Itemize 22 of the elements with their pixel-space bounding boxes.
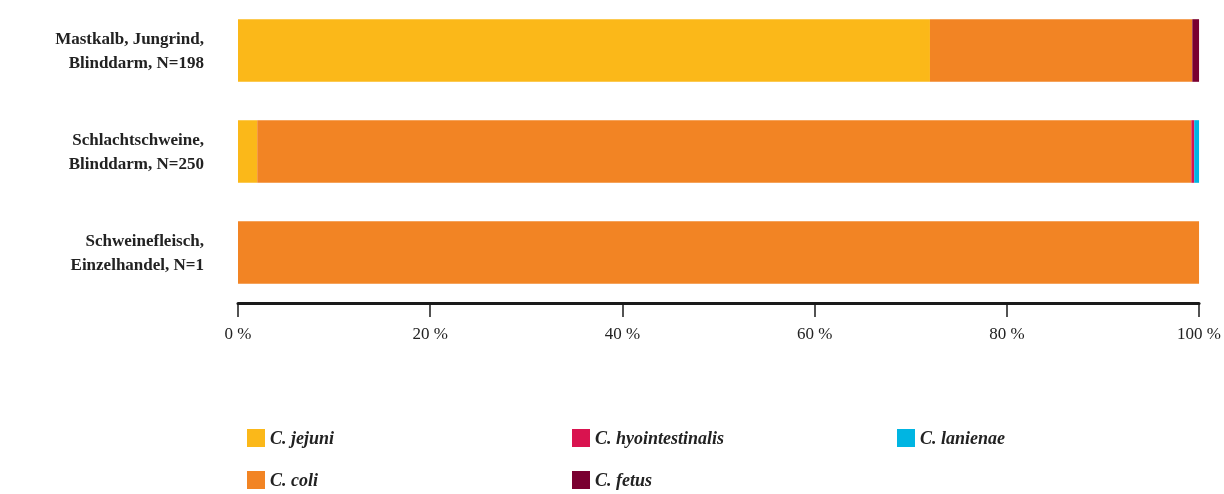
bar — [1191, 120, 1195, 183]
y-tick-label: Schlachtschweine, Blinddarm, N=250 — [68, 130, 204, 173]
bar — [238, 221, 1200, 284]
bar — [257, 120, 1192, 183]
legend-label: C. hyointestinalis — [595, 428, 725, 448]
x-tick-label: 80 % — [989, 324, 1025, 343]
x-tick-label: 40 % — [604, 324, 641, 343]
y-tick-label: Schweinefleisch, Einzelhandel, N=1 — [70, 231, 204, 274]
legend-label: C. coli — [270, 470, 318, 490]
x-tick-label: 60 % — [796, 324, 833, 343]
x-tick-label: 0 % — [224, 324, 252, 343]
legend-label: C. jejuni — [270, 428, 335, 448]
bar — [929, 19, 1193, 82]
bar — [1194, 120, 1200, 183]
x-tick-label: 20 % — [412, 324, 448, 343]
y-tick-label: Mastkalb, Jungrind, Blinddarm, N=198 — [55, 29, 204, 72]
legend-label: C. lanienae — [920, 428, 1006, 448]
x-tick-label: 100 % — [1177, 324, 1222, 343]
bar — [238, 19, 930, 82]
bar — [1192, 19, 1200, 82]
bar — [238, 120, 258, 183]
legend-label: C. fetus — [595, 470, 653, 490]
